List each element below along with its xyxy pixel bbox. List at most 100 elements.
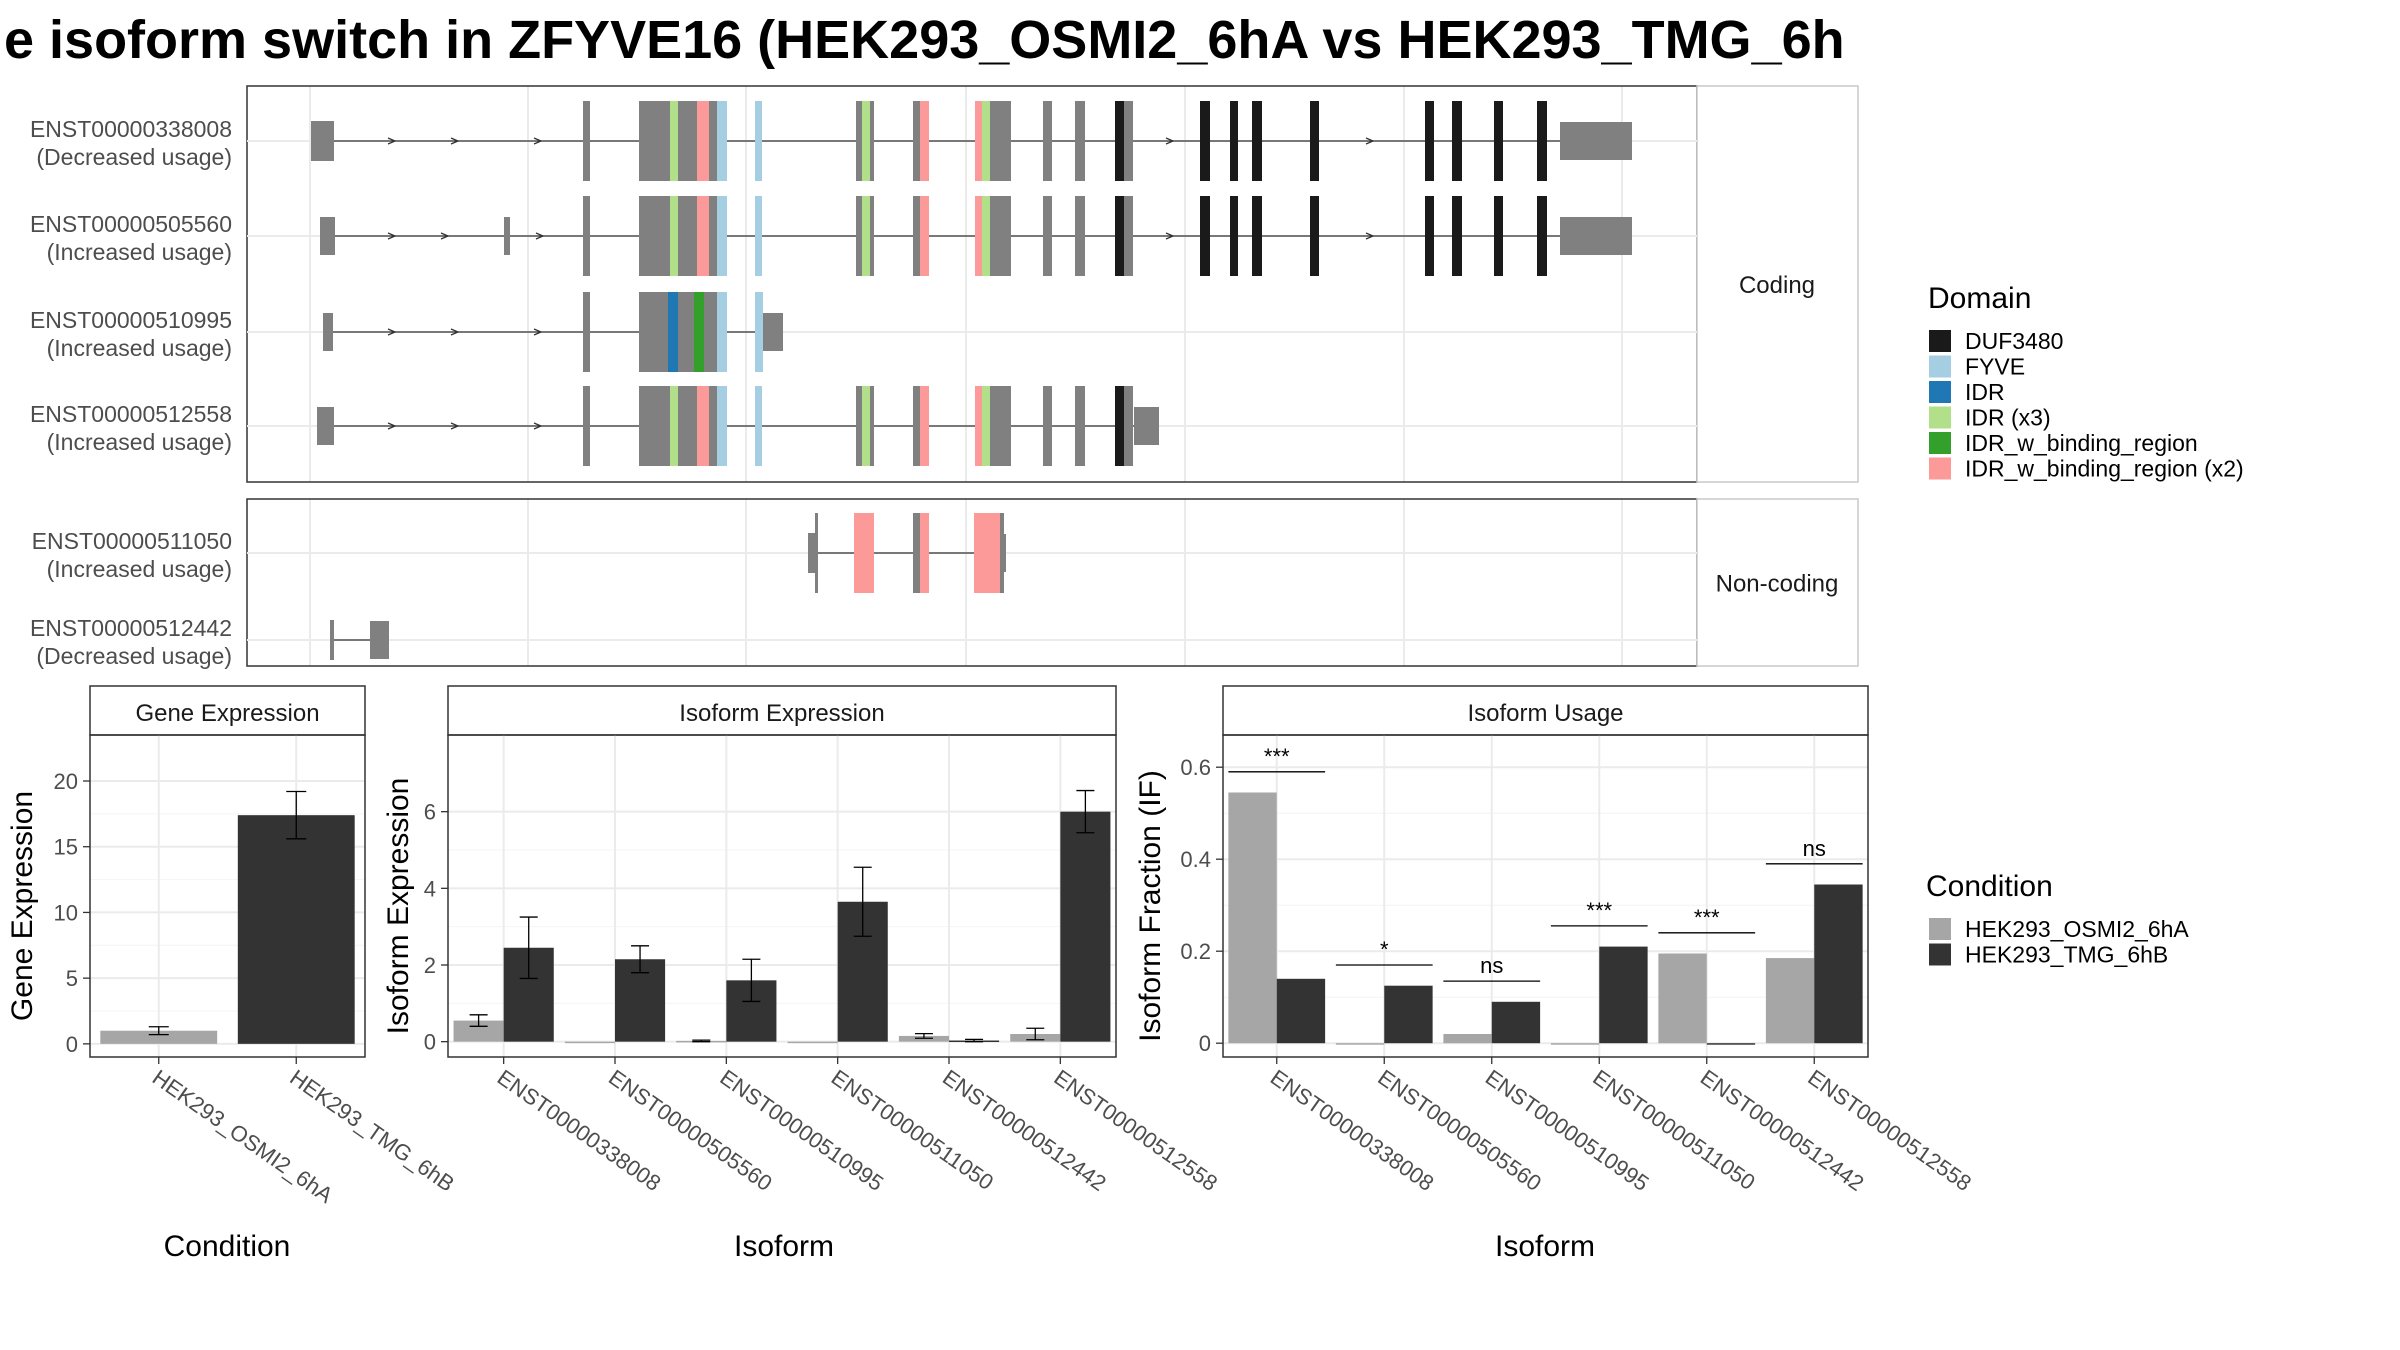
y-axis-title: Isoform Expression: [382, 778, 415, 1035]
exon: [990, 386, 1011, 466]
exon: [862, 101, 870, 181]
exon: [709, 101, 717, 181]
exon: [320, 217, 335, 255]
chart-2: Isoform Expression0246ENST00000338008ENS…: [382, 685, 1222, 1263]
exon: [870, 386, 874, 466]
significance-label: ns: [1480, 953, 1503, 978]
panel-border: [447, 734, 1117, 1058]
exon: [982, 196, 990, 276]
exon: [870, 101, 874, 181]
exon: [870, 196, 874, 276]
transcript-usage-label: (Increased usage): [47, 429, 232, 455]
exon: [1310, 196, 1319, 276]
bar-charts: Gene Expression05101520HEK293_OSMI2_6hAH…: [6, 685, 1976, 1263]
exon: [330, 620, 334, 660]
exon: [583, 196, 590, 276]
exon: [704, 292, 717, 372]
exon: [323, 313, 333, 351]
y-tick-label: 0.2: [1180, 939, 1211, 964]
exon: [697, 196, 709, 276]
x-axis-title: Isoform: [1495, 1230, 1595, 1263]
exon: [808, 533, 815, 573]
significance-label: ***: [1586, 898, 1612, 923]
strand-arrow: [387, 328, 397, 336]
exon: [854, 513, 874, 593]
exon: [1425, 196, 1434, 276]
strand-arrow: [450, 328, 460, 336]
exon: [920, 386, 929, 466]
exon: [856, 196, 862, 276]
bar: [1384, 985, 1433, 1044]
condition-legend-label: HEK293_TMG_6hB: [1965, 942, 2168, 968]
chart-title: Gene Expression: [135, 700, 319, 727]
facet-strip: [89, 685, 366, 736]
strand-arrow: [533, 422, 543, 430]
y-tick-label: 20: [54, 769, 78, 794]
exon: [1134, 407, 1159, 445]
transcript-id-label: ENST00000512558: [30, 401, 232, 427]
strand-arrow: [1365, 137, 1375, 145]
domain-legend-swatch: [1929, 406, 1951, 429]
exon: [913, 386, 920, 466]
condition-legend-swatch: [1929, 943, 1951, 966]
exon: [862, 386, 870, 466]
exon: [1252, 101, 1262, 181]
exon: [1425, 101, 1434, 181]
noncoding-strip: [1696, 498, 1859, 667]
domain-legend-swatch: [1929, 457, 1951, 480]
significance-label: *: [1380, 937, 1389, 962]
strand-arrow: [1165, 137, 1175, 145]
y-tick-label: 0.4: [1180, 847, 1211, 872]
exon: [1494, 196, 1503, 276]
transcript-id-label: ENST00000510995: [30, 307, 232, 333]
y-tick-label: 0: [424, 1030, 436, 1055]
significance-label: ns: [1803, 836, 1826, 861]
x-axis-title: Isoform: [734, 1230, 834, 1263]
strand-arrow: [1165, 232, 1175, 240]
y-tick-label: 4: [424, 876, 436, 901]
bar: [1491, 1001, 1541, 1044]
exon: [920, 101, 929, 181]
y-tick-label: 15: [54, 835, 78, 860]
exon: [1230, 196, 1238, 276]
exon: [1115, 386, 1124, 466]
exon: [920, 513, 929, 593]
domain-legend-swatch: [1929, 355, 1951, 378]
bar: [787, 1041, 838, 1044]
bar: [100, 1030, 218, 1044]
exon: [755, 196, 762, 276]
exon: [678, 386, 697, 466]
exon: [1452, 101, 1462, 181]
domain-legend-swatch: [1929, 330, 1951, 352]
exon: [1494, 101, 1503, 181]
exon: [913, 513, 920, 593]
exon: [1075, 101, 1085, 181]
domain-legend-label: FYVE: [1965, 354, 2025, 380]
exon: [1075, 386, 1085, 466]
transcript-id-label: ENST00000512442: [30, 615, 232, 641]
exon: [583, 386, 590, 466]
exon: [1043, 101, 1052, 181]
exon: [717, 101, 727, 181]
strand-arrow: [450, 137, 460, 145]
bar: [1550, 1043, 1600, 1045]
exon: [678, 196, 697, 276]
exon: [982, 101, 990, 181]
strand-arrow: [387, 232, 397, 240]
y-tick-label: 5: [66, 966, 78, 991]
exon: [1200, 101, 1210, 181]
y-tick-label: 2: [424, 953, 436, 978]
exon: [697, 386, 709, 466]
domain-legend-label: DUF3480: [1965, 328, 2063, 354]
domain-legend-swatch: [1929, 432, 1951, 454]
exon: [982, 386, 990, 466]
exon: [1002, 534, 1006, 572]
panel-border: [89, 734, 366, 1058]
bar: [1814, 884, 1863, 1044]
coding-strip: [1696, 85, 1859, 483]
exon: [504, 217, 510, 255]
bar: [564, 1041, 615, 1044]
bar: [1599, 946, 1648, 1044]
bar: [1276, 978, 1326, 1044]
